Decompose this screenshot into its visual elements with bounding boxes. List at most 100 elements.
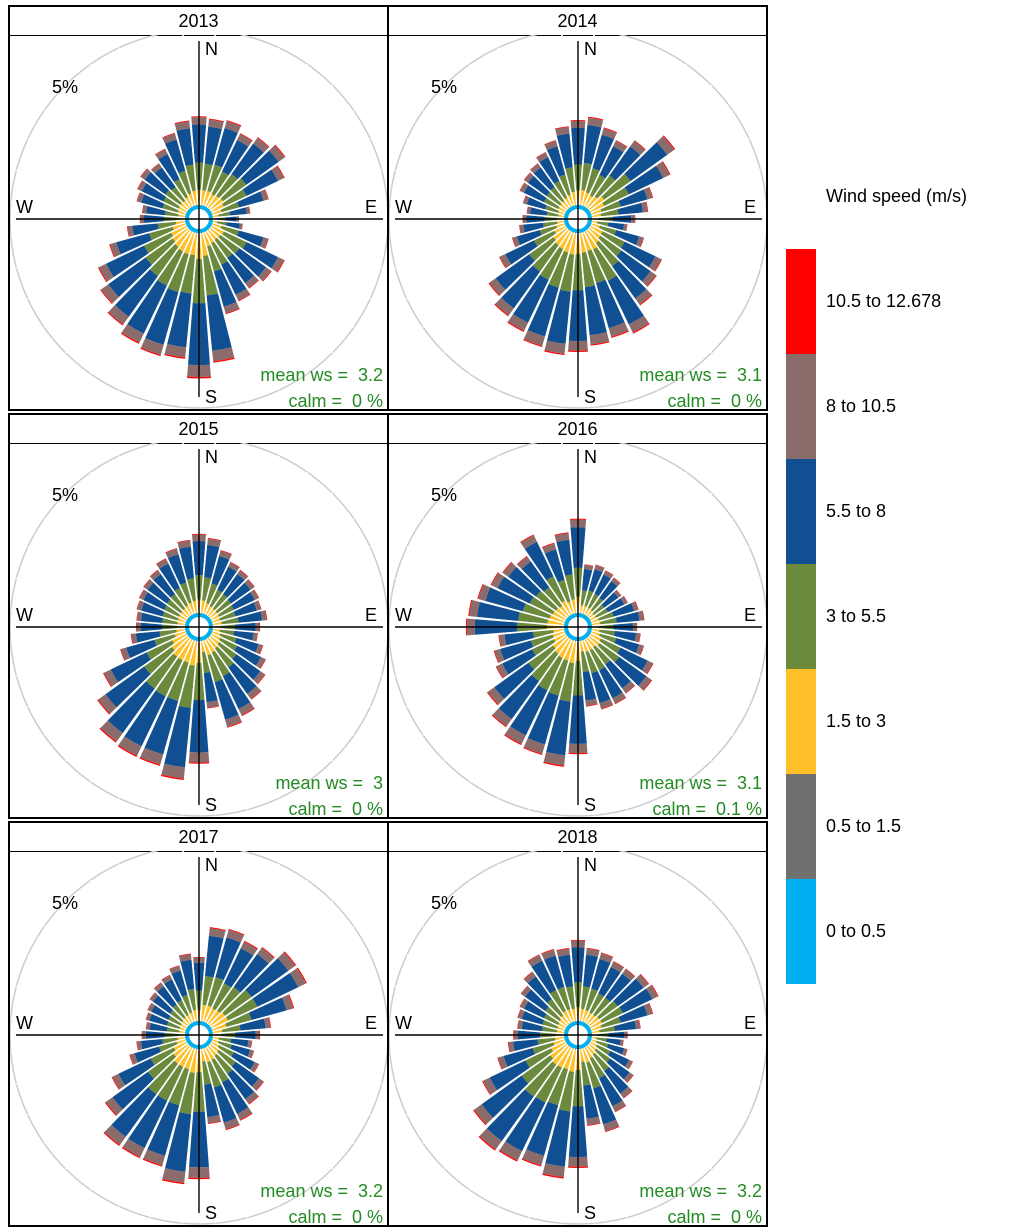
wedge-segment <box>248 206 251 214</box>
wedge-segment <box>221 1024 241 1033</box>
wedge-segment <box>147 1002 152 1011</box>
sector-separator <box>589 985 761 1033</box>
wedge-segment <box>242 169 278 197</box>
sector-separator <box>149 638 197 810</box>
wedge-segment <box>502 649 536 675</box>
sector-separator <box>199 35 216 208</box>
wedge-segment <box>224 120 241 133</box>
wedge-segment <box>248 997 287 1021</box>
wedge-segment <box>564 574 576 601</box>
wedges <box>97 116 286 379</box>
wedge-segment <box>501 265 541 309</box>
wedge-segment <box>209 589 223 608</box>
wedge-segment <box>594 1048 611 1063</box>
wedge-segment <box>177 617 188 624</box>
mean-ws-label: mean ws = 3 <box>275 773 383 793</box>
wedge-segment <box>505 240 538 265</box>
sector-separator <box>199 1046 217 1224</box>
wedge-segment <box>662 135 676 150</box>
sector-separator <box>395 221 567 269</box>
wedge-segment <box>585 988 598 1012</box>
panel-2016: 2016 N E S W 5% mean ws = 3.1 calm = 0.1 % <box>387 413 768 819</box>
sector-separator <box>589 577 761 625</box>
sector-separator <box>64 492 192 620</box>
sector-separator <box>582 455 659 617</box>
wedge-segment <box>559 605 571 618</box>
sector-separator <box>10 1017 188 1035</box>
wedge-segment <box>227 253 255 284</box>
wedge-segment <box>547 1067 569 1106</box>
wedge-segment <box>217 211 231 218</box>
wedge-segment <box>654 259 663 272</box>
wedge-segment <box>541 949 556 960</box>
sector-separator <box>589 1037 761 1085</box>
sector-separator <box>422 925 569 1029</box>
wedge-segment <box>536 151 547 159</box>
wedge-segment <box>603 570 614 579</box>
wedge-segment <box>202 190 212 207</box>
wedge-segment <box>253 589 260 599</box>
wedge-segment <box>176 128 194 167</box>
wedge-segment <box>183 640 196 663</box>
wedge-segment <box>542 1173 564 1179</box>
wedge-segment <box>585 636 596 648</box>
wedge-segment <box>519 998 529 1009</box>
wedge-segment <box>207 705 220 709</box>
wedge-segment <box>255 1081 264 1091</box>
wedge-segment <box>140 1038 164 1050</box>
wedge-segment <box>535 590 559 611</box>
wedge-segment <box>581 639 589 653</box>
sector-separator <box>582 637 659 799</box>
wedge-segment <box>531 960 557 994</box>
sector-separator <box>205 636 309 783</box>
wedge-segment <box>103 669 119 687</box>
wedge-segment <box>185 164 197 192</box>
wedge-segment <box>589 174 606 198</box>
wedge-segment <box>206 700 220 708</box>
wedge-segment <box>146 1012 153 1022</box>
wedge-segment <box>182 608 192 618</box>
wedge-segment <box>656 136 675 155</box>
wedge-segment <box>201 1060 212 1085</box>
wedge-segment <box>477 601 520 622</box>
wedge-segment <box>118 736 142 756</box>
wedge-segment <box>149 1022 168 1032</box>
wedge-segment <box>127 280 167 334</box>
sector-separator <box>497 455 574 617</box>
wedge-segment <box>171 225 188 237</box>
wedge-segment <box>544 340 566 354</box>
wedge-segment <box>556 539 573 576</box>
wedge-segment <box>585 168 600 194</box>
wedge-segment <box>178 231 193 252</box>
wedge-segment <box>120 648 125 661</box>
wedge-segment <box>214 127 238 168</box>
wedge-segment <box>555 127 570 136</box>
wedge-segment <box>206 228 218 241</box>
wedge-segment <box>145 653 178 689</box>
ring-label: 5% <box>52 485 78 505</box>
sector-separator <box>589 221 761 269</box>
wedge-segment <box>165 189 183 206</box>
wedge-segment <box>251 1078 264 1091</box>
sector-separator <box>149 852 197 1024</box>
wedge-segment <box>172 227 189 242</box>
wedge-segment <box>593 1085 617 1125</box>
wedge-segment <box>511 237 516 248</box>
wedge-segment <box>154 167 176 191</box>
sector-separator <box>182 443 199 616</box>
wedge-segment <box>225 714 242 727</box>
wedge-segment <box>208 118 224 123</box>
wedge-segment <box>250 1061 259 1073</box>
wedge-segment <box>155 657 183 697</box>
sector-separator <box>585 900 713 1028</box>
wedge-segment <box>204 193 215 208</box>
wedge-segment <box>261 946 275 959</box>
wedge-segment <box>216 1049 236 1067</box>
sector-separator <box>201 638 249 810</box>
wedge-segment <box>542 1026 558 1033</box>
sector-separator <box>16 629 188 677</box>
sector-separator <box>209 138 371 215</box>
wedge-segment <box>648 186 654 199</box>
wedge-segment <box>257 600 262 610</box>
wedge-segment <box>522 603 552 619</box>
